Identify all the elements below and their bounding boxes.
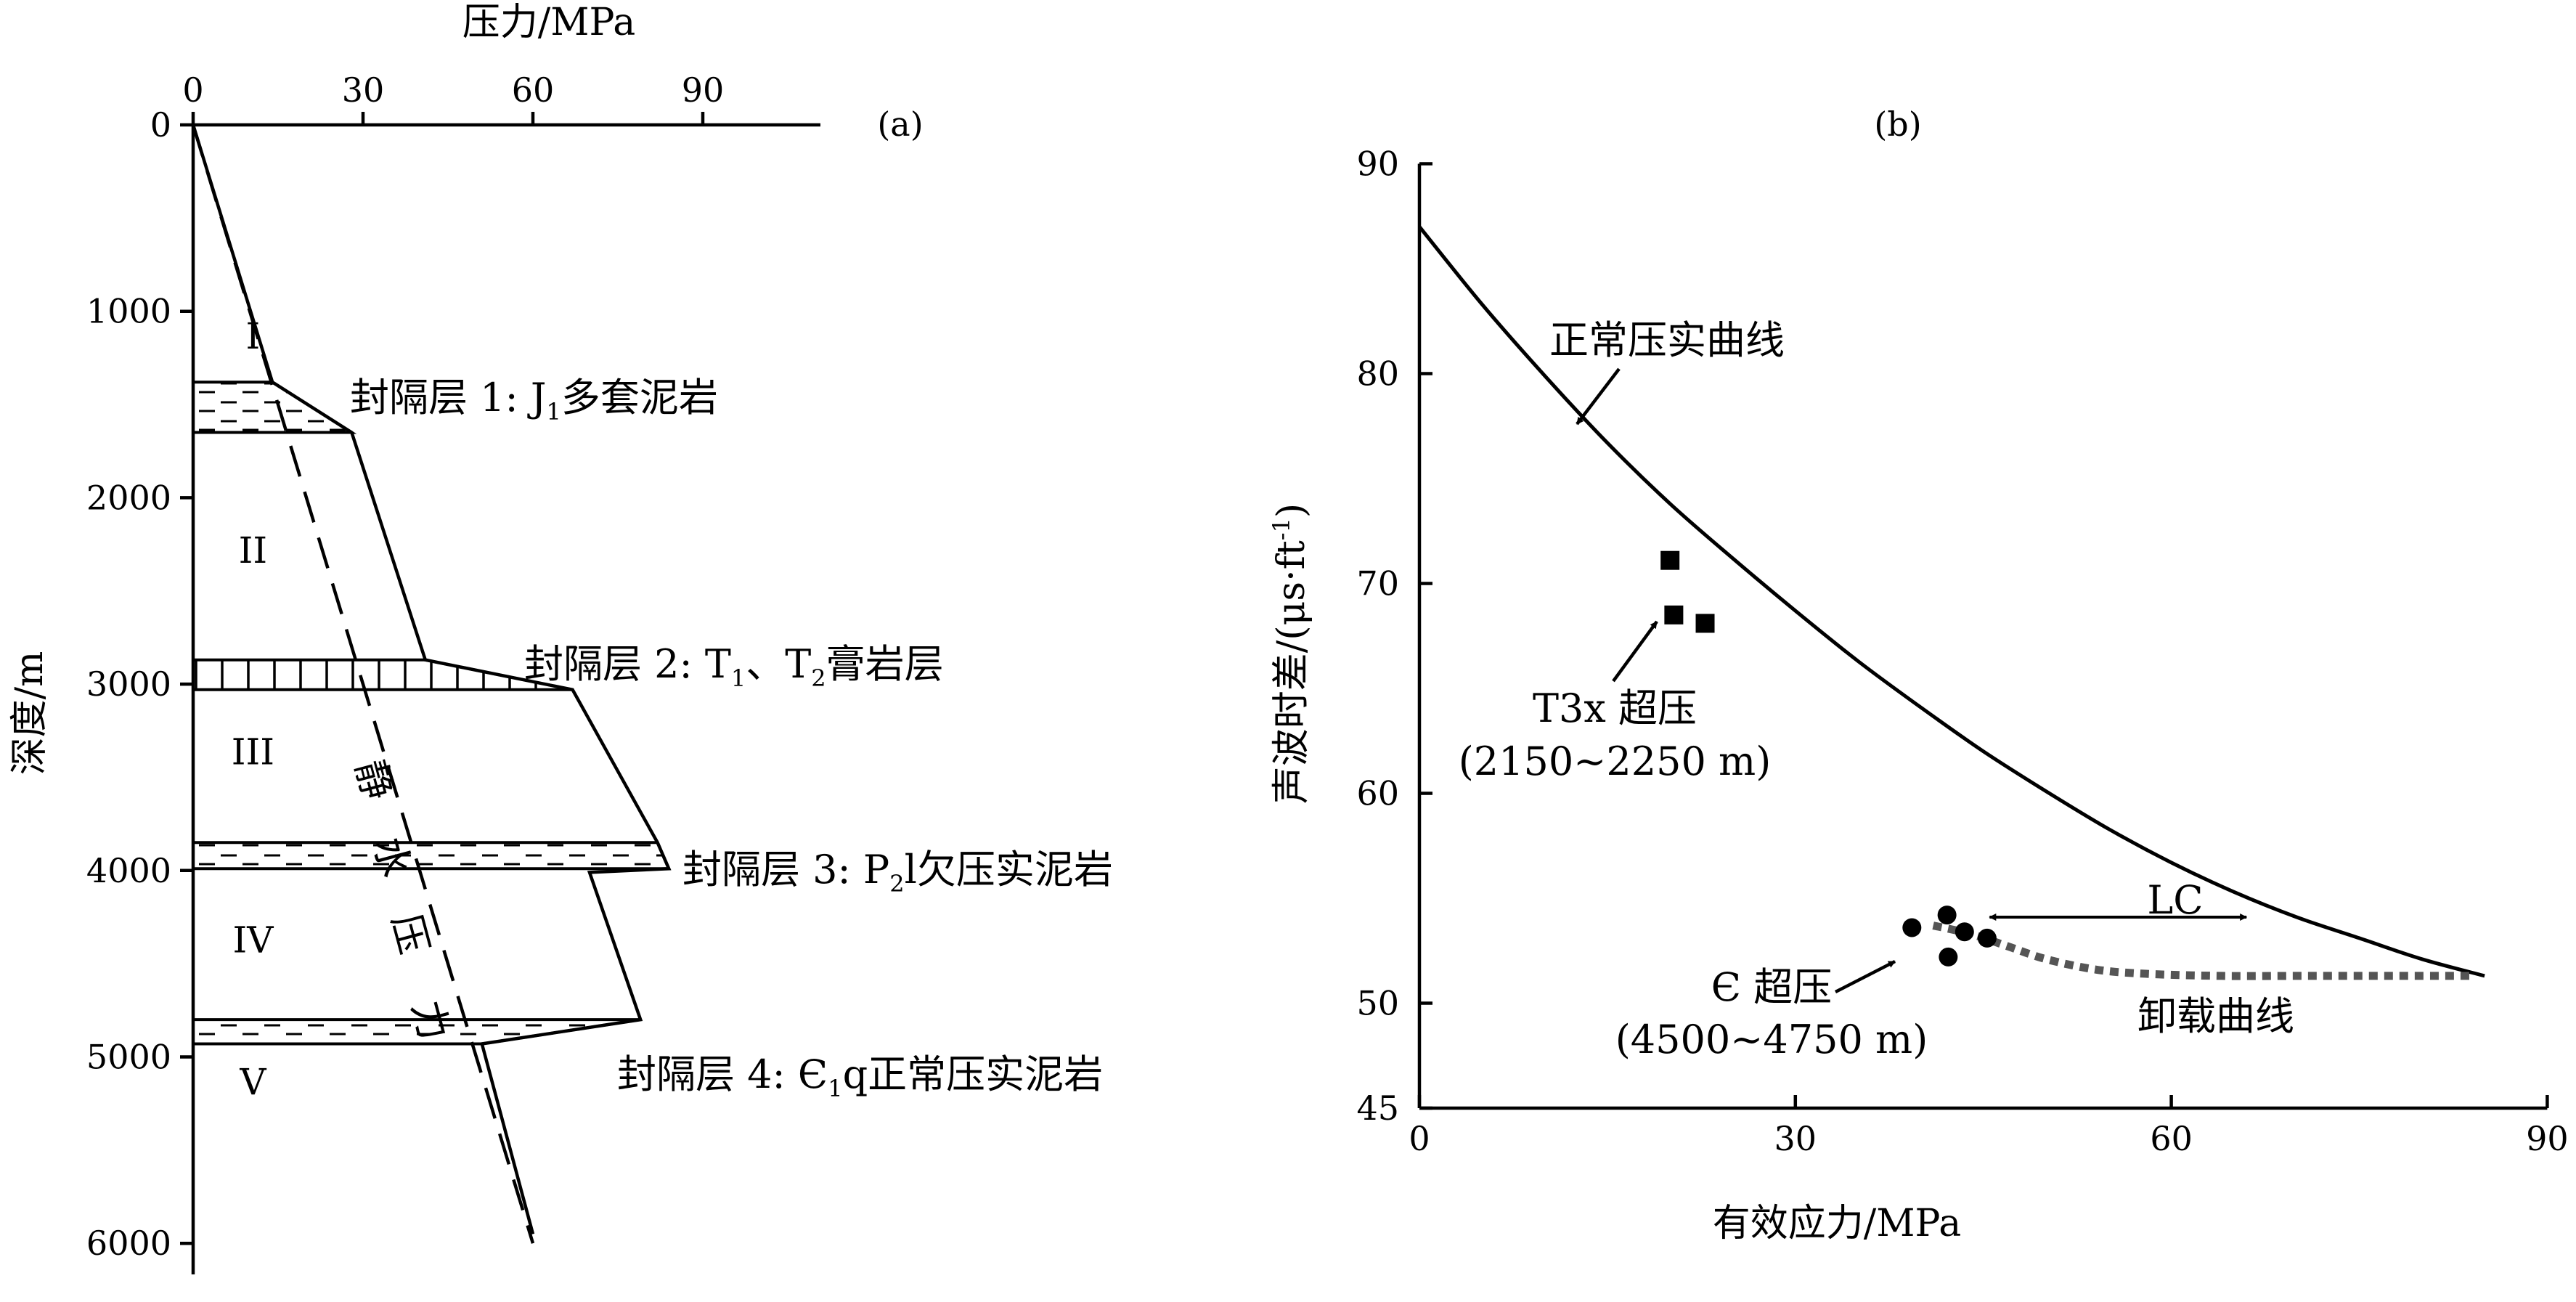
t3x-point (1664, 605, 1684, 624)
panel-b-annotations (1576, 367, 2248, 994)
y-tick-label: 70 (1356, 564, 1399, 603)
cambrian-point (1977, 928, 1997, 948)
y-tick-label: 0 (150, 105, 171, 145)
panel-a-label: (a) (877, 105, 923, 144)
lc-label: LC (2147, 877, 2203, 923)
hydrostatic-label: 静 水 压 力 (346, 755, 457, 1045)
t3x-point (1660, 550, 1680, 570)
hydrostatic-char: 压 (383, 909, 437, 959)
t3x-point (1695, 614, 1715, 633)
seal-label-3: 封隔层 3: P2l欠压实泥岩 (682, 847, 1113, 898)
panel-b-points (1660, 550, 1997, 967)
panel-a-seal-layers (192, 381, 672, 1046)
panel-b-axes: 0 30 60 90 45 50 60 70 80 90 (1356, 145, 2568, 1159)
y-tick-label: 6000 (86, 1224, 171, 1263)
y-tick-label: 90 (1356, 145, 1399, 184)
seal-layer-1 (192, 381, 357, 434)
formation-pressure-line (191, 124, 672, 1234)
panel-b-x-axis-title: 有效应力/MPa (1713, 1202, 1961, 1245)
x-tick-label: 60 (512, 70, 555, 110)
y-tick-label: 1000 (86, 292, 171, 331)
seal-layer-2 (192, 658, 573, 691)
x-tick-label: 0 (182, 70, 203, 110)
zone-label: V (239, 1061, 266, 1103)
y-tick-label: 2000 (86, 478, 171, 517)
x-tick-label: 30 (342, 70, 385, 110)
y-tick-label: 4000 (86, 851, 171, 890)
x-tick-label: 90 (682, 70, 725, 110)
unloading-curve-label: 卸载曲线 (2137, 993, 2294, 1039)
cambrian-point (1902, 918, 1922, 937)
x-tick-label: 0 (1409, 1119, 1430, 1158)
seal-label-2: 封隔层 2: T1、T2膏岩层 (524, 641, 944, 692)
zone-label: II (239, 529, 268, 571)
panel-a-y-axis-title: 深度/m (8, 651, 52, 776)
t3x-group-depth: (2150~2250 m) (1459, 739, 1772, 784)
seal-layer-3 (192, 841, 672, 871)
panel-a-pressure-lines (191, 124, 672, 1244)
hydrostatic-char: 静 (346, 755, 401, 805)
panel-b-sonic-effective-stress: (b) 有效应力/MPa 声波时差/(μs·ft-1) 0 30 60 90 45 50 6… (1268, 105, 2569, 1245)
panel-b-label: (b) (1874, 105, 1921, 144)
y-tick-label: 5000 (86, 1038, 171, 1077)
cambrian-pointer-arrow (1834, 959, 1896, 994)
x-tick-label: 90 (2526, 1119, 2569, 1158)
t3x-group-label: T3x 超压 (1533, 685, 1697, 731)
panel-b-y-axis-title: 声波时差/(μs·ft-1) (1268, 503, 1313, 804)
panel-a-pressure-depth: (a) 压力/MPa 深度/m 0 30 60 90 0 1000 2000 3000 4000… (8, 1, 1113, 1274)
unloading-curve (1932, 921, 2472, 980)
cambrian-point (1955, 922, 1974, 942)
cambrian-point (1939, 947, 1958, 967)
seal-label-1: 封隔层 1: J1多套泥岩 (350, 375, 718, 426)
seal-label-4: 封隔层 4: Є1q正常压实泥岩 (617, 1051, 1103, 1102)
y-tick-label: 3000 (86, 664, 171, 704)
y-tick-label: 50 (1356, 984, 1399, 1023)
y-tick-label: 45 (1356, 1089, 1399, 1128)
zone-label: IV (232, 919, 274, 961)
cambrian-group-depth: (4500~4750 m) (1615, 1017, 1928, 1062)
hydrostatic-pressure-line (191, 124, 535, 1244)
panel-a-x-axis-title: 压力/MPa (462, 1, 635, 44)
x-tick-label: 60 (2150, 1119, 2193, 1158)
zone-label: III (232, 731, 274, 773)
y-tick-label: 80 (1356, 354, 1399, 394)
hydrostatic-char: 水 (364, 832, 419, 882)
normal-compaction-label: 正常压实曲线 (1549, 317, 1785, 363)
panel-a-axes: 0 30 60 90 0 1000 2000 3000 4000 5000 6000 (86, 70, 820, 1274)
t3x-pointer-arrow (1612, 620, 1658, 683)
y-tick-label: 60 (1356, 774, 1399, 813)
cambrian-point (1937, 906, 1957, 925)
cambrian-group-label: Є 超压 (1711, 964, 1832, 1010)
zone-label: I (246, 315, 261, 357)
normal-curve-pointer-arrow (1576, 367, 1621, 426)
x-tick-label: 30 (1774, 1119, 1817, 1158)
